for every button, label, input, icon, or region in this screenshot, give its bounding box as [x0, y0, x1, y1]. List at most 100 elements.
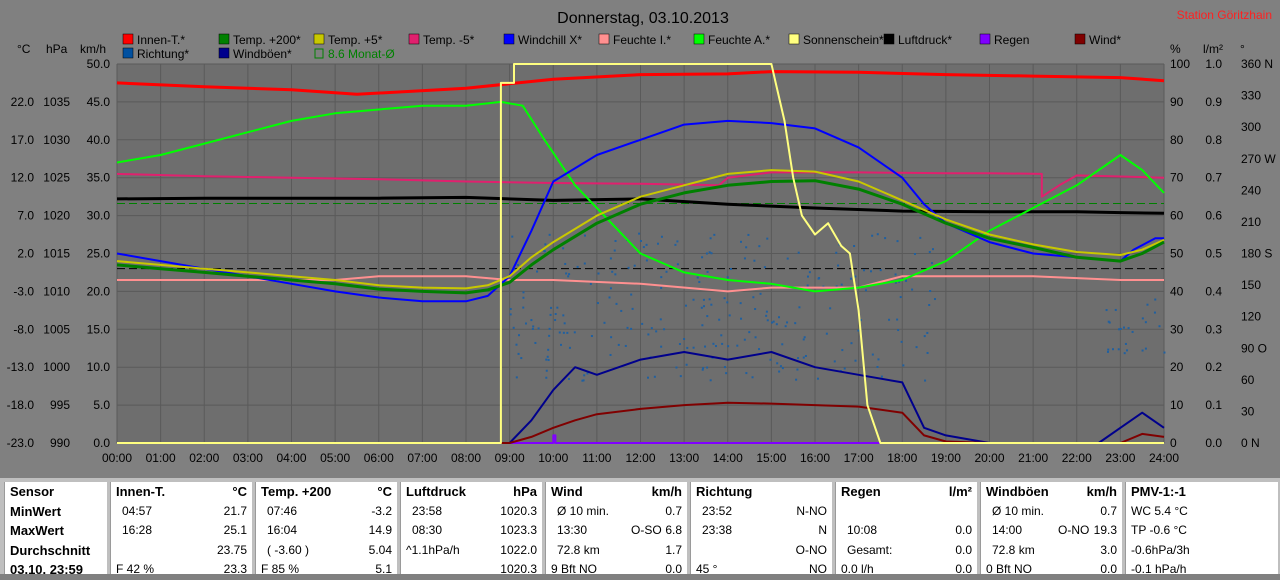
rain-tick-label: 0.2 [1205, 360, 1222, 374]
col-innen: Innen-T. °C 04:57 21.7 16:28 25.1 23.75 F 4… [110, 482, 252, 576]
legend-label: Sonnenschein* [803, 33, 884, 47]
direction-dot [797, 357, 800, 360]
richtung-cutoff-label: 45 ° [696, 562, 718, 576]
wind-tick-label: 15.0 [87, 322, 111, 336]
direction-dot [804, 354, 807, 357]
direction-dot [548, 233, 551, 236]
direction-dot [546, 355, 549, 358]
pressure-tick-label: 1030 [43, 133, 70, 147]
wind-tick-label: 30.0 [87, 209, 111, 223]
direction-dot [549, 313, 552, 316]
direction-dot [700, 306, 703, 309]
direction-dot [562, 314, 565, 317]
direction-dot [713, 233, 716, 236]
temp200-avg-label: ( -3.60 ) [267, 542, 310, 557]
direction-dot [729, 268, 732, 271]
direction-dot [650, 327, 653, 330]
direction-dot [808, 271, 811, 274]
x-tick-label: 07:00 [407, 451, 437, 465]
legend-swatch [408, 33, 420, 45]
direction-dot [610, 336, 613, 339]
direction-dot [806, 275, 809, 278]
direction-dot [685, 363, 688, 366]
direction-dot [840, 283, 843, 286]
legend-swatch [883, 33, 895, 45]
rain-tick-label: 0.4 [1205, 284, 1222, 298]
direction-dot [685, 304, 688, 307]
innen-max-value: 25.1 [223, 523, 247, 537]
legend-swatch [218, 33, 230, 45]
direction-dot [624, 344, 627, 347]
direction-tick-label: 150 [1241, 278, 1261, 292]
direction-dot [884, 237, 887, 240]
direction-dot [563, 322, 566, 325]
x-tick-label: 08:00 [451, 451, 481, 465]
direction-dot [615, 302, 618, 305]
series-lines [116, 63, 1165, 444]
direction-dot [736, 344, 739, 347]
direction-dot [758, 245, 761, 248]
pressure-tick-label: 1010 [43, 284, 70, 298]
direction-dot [641, 322, 644, 325]
direction-dot [576, 265, 579, 268]
x-tick-label: 16:00 [800, 451, 830, 465]
direction-tick-label: 0 N [1241, 436, 1260, 450]
direction-tick-label: 90 O [1241, 341, 1267, 355]
x-tick-label: 22:00 [1062, 451, 1092, 465]
direction-dot [740, 317, 743, 320]
legend-label: Temp. +5* [328, 33, 383, 47]
direction-dot [817, 277, 820, 280]
direction-dot [786, 321, 789, 324]
direction-dot [678, 343, 681, 346]
direction-dot [701, 368, 704, 371]
direction-dot [520, 357, 523, 360]
wind-max-value: 6.8 [665, 523, 682, 537]
direction-dot [522, 306, 525, 309]
legend-label: Temp. +200* [233, 33, 301, 47]
direction-dot [718, 318, 721, 321]
direction-dot [758, 348, 761, 351]
direction-dot [871, 353, 874, 356]
richtung-max-time: 23:38 [702, 523, 733, 537]
direction-dot [726, 276, 729, 279]
direction-dot [646, 376, 649, 379]
legend-swatch [122, 33, 134, 45]
axes: 00:00 01:00 02:00 03:00 04:00 05:00 06:00 07:00… [7, 42, 1277, 465]
humidity-tick-label: 20 [1170, 360, 1184, 374]
x-tick-label: 09:00 [495, 451, 525, 465]
direction-dot [627, 266, 630, 269]
sensor-max: MaxWert [10, 523, 64, 538]
direction-dot [926, 351, 929, 354]
direction-dot [609, 287, 612, 290]
innen-header: Innen-T. [116, 484, 166, 499]
direction-dot [772, 320, 775, 323]
direction-dot [1154, 298, 1157, 301]
direction-dot [802, 356, 805, 359]
wind-min-label: Ø 10 min. [557, 503, 610, 518]
temp-tick-label: 17.0 [11, 133, 35, 147]
humidity-tick-label: 70 [1170, 171, 1184, 185]
direction-dot [560, 343, 563, 346]
direction-dot [712, 342, 715, 345]
legend-label: Wind* [1089, 33, 1121, 47]
luftdruck-cutoff-value: 1020.3 [500, 562, 537, 576]
direction-dot [931, 248, 934, 251]
direction-dot [1105, 309, 1108, 312]
col-regen: Regen l/m² 10:08 0.0 Gesamt: 0.0 0.0 l/h 0.0 [835, 482, 977, 576]
direction-dot [708, 298, 711, 301]
series-line-temp-5- [116, 171, 1165, 198]
direction-dot [796, 368, 799, 371]
direction-dot [899, 296, 902, 299]
pressure-tick-label: 1025 [43, 171, 70, 185]
direction-dot [747, 233, 750, 236]
direction-dot [913, 253, 916, 256]
direction-dot [743, 257, 746, 260]
direction-dot [568, 346, 571, 349]
direction-dot [853, 245, 856, 248]
series-line-feuchte-i- [117, 275, 1164, 293]
legend-swatch [313, 33, 325, 45]
windboen-unit: km/h [1086, 484, 1117, 499]
temp-tick-label: 12.0 [11, 171, 35, 185]
direction-dot [825, 332, 828, 335]
direction-dot [854, 359, 857, 362]
